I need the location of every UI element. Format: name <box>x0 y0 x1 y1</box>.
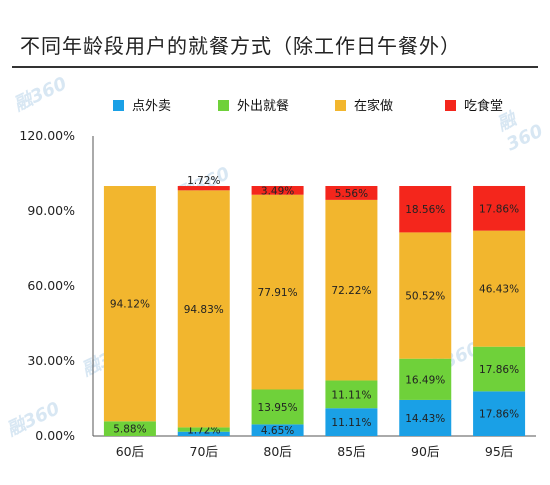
data-label: 5.56% <box>335 188 368 200</box>
bar-segment <box>325 186 378 200</box>
bar-segment <box>399 399 452 436</box>
data-label: 1.72% <box>187 175 220 187</box>
data-label: 77.91% <box>258 287 298 299</box>
data-label: 13.95% <box>258 402 298 414</box>
data-label: 3.49% <box>261 185 294 197</box>
bar-segment <box>251 424 304 436</box>
x-tick-label: 60后 <box>116 444 144 459</box>
data-label: 11.11% <box>331 389 371 401</box>
x-tick-label: 90后 <box>411 444 439 459</box>
y-tick-label: 60.00% <box>27 278 75 293</box>
bar-segment <box>251 186 304 195</box>
bar-segment <box>325 199 378 381</box>
data-label: 14.43% <box>405 413 445 425</box>
data-label: 94.12% <box>110 299 150 311</box>
data-label: 16.49% <box>405 374 445 386</box>
data-label: 94.83% <box>184 304 224 316</box>
legend-swatch <box>218 100 229 111</box>
x-tick-label: 80后 <box>263 444 291 459</box>
legend-label: 点外卖 <box>132 99 171 114</box>
bar-segment <box>325 380 378 409</box>
bar-segment <box>325 408 378 436</box>
data-label: 1.72% <box>187 425 220 437</box>
legend-swatch <box>445 100 456 111</box>
legend-label: 吃食堂 <box>464 98 503 114</box>
bar-segment <box>399 358 452 400</box>
bar-segment <box>177 431 230 436</box>
data-label: 17.86% <box>479 364 519 376</box>
y-tick-label: 30.00% <box>27 353 75 368</box>
bar-segment <box>103 421 156 436</box>
legend-label: 在家做 <box>354 98 393 114</box>
y-tick-label: 120.00% <box>19 128 75 143</box>
data-label: 17.86% <box>479 409 519 421</box>
x-tick-label: 70后 <box>190 444 218 459</box>
legend-swatch <box>335 100 346 111</box>
data-label: 11.11% <box>331 417 371 429</box>
bar-segment <box>399 186 452 233</box>
legend-label: 外出就餐 <box>237 98 289 114</box>
data-label: 72.22% <box>331 285 371 297</box>
bar-segment <box>399 232 452 359</box>
bar-segment <box>473 185 526 231</box>
title-divider <box>12 66 538 68</box>
bar-segment <box>251 389 304 425</box>
data-label: 46.43% <box>479 284 519 296</box>
bar-segment <box>177 186 230 191</box>
bar-segment <box>251 194 304 390</box>
data-label: 50.52% <box>405 291 445 303</box>
y-tick-label: 90.00% <box>27 203 75 218</box>
data-label: 18.56% <box>405 204 445 216</box>
bar-segment <box>103 186 156 422</box>
x-tick-label: 85后 <box>337 444 365 459</box>
y-tick-label: 0.00% <box>35 428 75 443</box>
data-label: 5.88% <box>113 424 146 436</box>
bar-segment <box>473 391 526 436</box>
bar-segment <box>177 427 230 432</box>
bar-segment <box>473 346 526 392</box>
data-label: 17.86% <box>479 203 519 215</box>
chart-title: 不同年龄段用户的就餐方式（除工作日午餐外） <box>20 34 461 58</box>
data-label: 4.65% <box>261 425 294 437</box>
legend-swatch <box>113 100 124 111</box>
bar-segment <box>177 190 230 428</box>
x-tick-label: 95后 <box>485 444 513 459</box>
bar-segment <box>473 230 526 347</box>
